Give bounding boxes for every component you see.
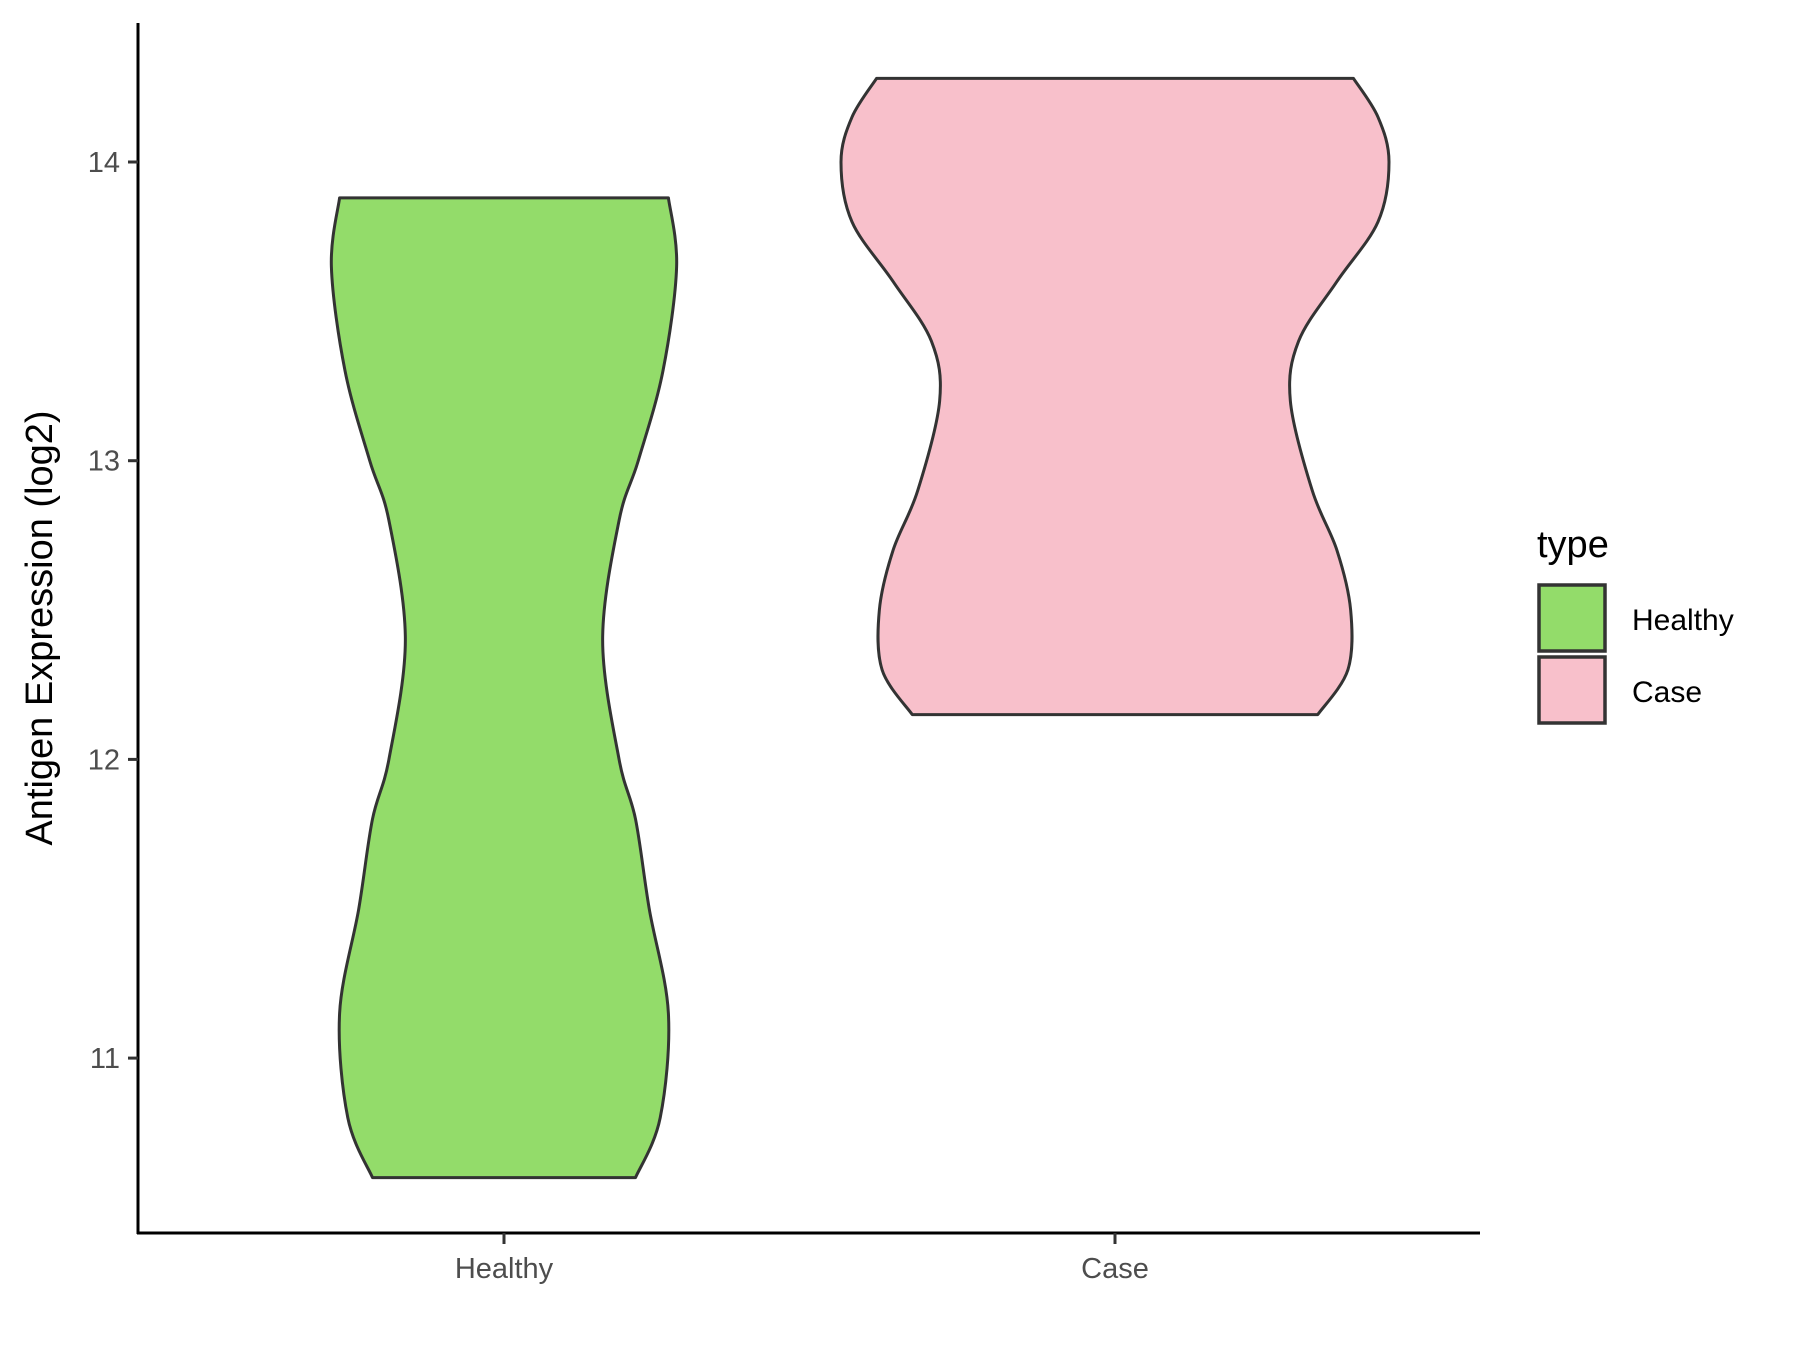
y-axis-label: Antigen Expression (log2)	[19, 410, 61, 845]
x-tick-label: Healthy	[455, 1253, 554, 1285]
violin-case	[839, 76, 1391, 717]
legend-label: Healthy	[1632, 604, 1734, 637]
violin-healthy	[329, 196, 679, 1180]
legend-key-healthy	[1537, 583, 1607, 653]
y-tick-label: 12	[88, 744, 120, 776]
y-tick-label: 11	[90, 1043, 120, 1075]
y-tick-label: 13	[88, 446, 120, 478]
legend-key-case	[1537, 655, 1607, 725]
legend: Healthy Case	[1537, 583, 1734, 725]
y-axis-ticks: 11 12 13 14	[88, 147, 138, 1075]
violins	[329, 76, 1391, 1180]
x-tick-label: Case	[1081, 1253, 1149, 1285]
x-axis-ticks: Healthy Case	[455, 1233, 1149, 1285]
y-tick-label: 14	[88, 147, 120, 179]
legend-label: Case	[1632, 676, 1702, 709]
legend-title: type	[1537, 524, 1609, 566]
